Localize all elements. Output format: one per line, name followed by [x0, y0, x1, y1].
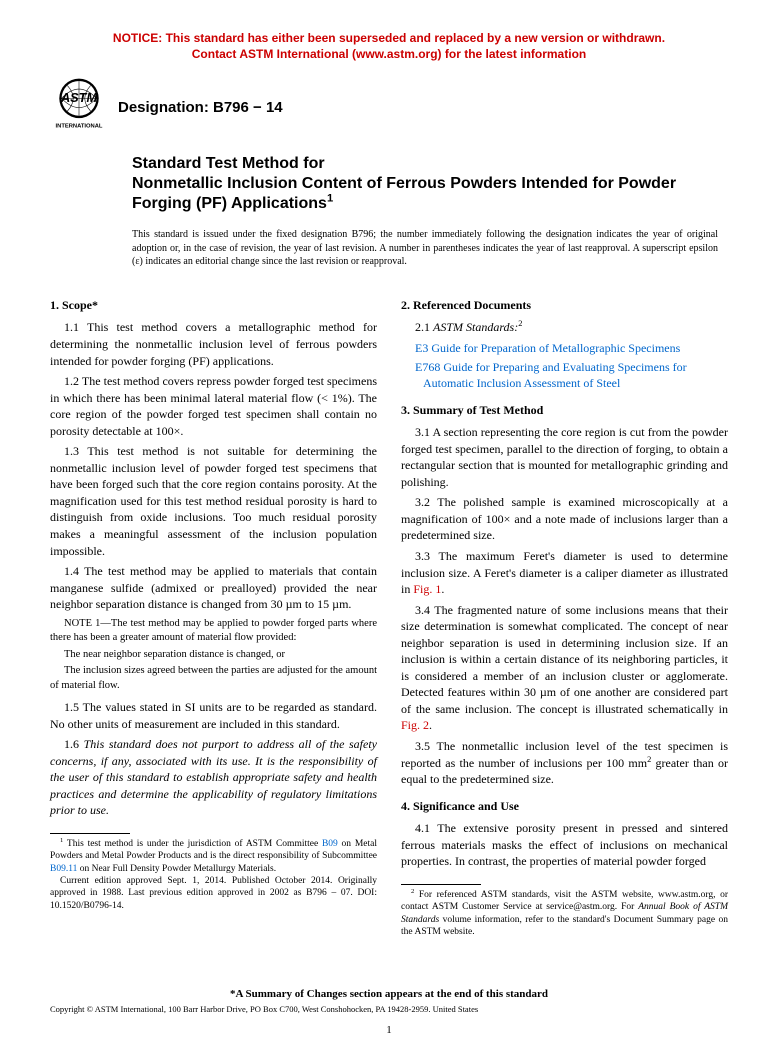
title-main-text: Nonmetallic Inclusion Content of Ferrous…	[132, 175, 676, 212]
page-number: 1	[50, 1024, 728, 1036]
supersession-notice: NOTICE: This standard has either been su…	[50, 30, 728, 62]
footnote-2: 2 For referenced ASTM standards, visit t…	[401, 889, 728, 938]
para-1-6: 1.6 This standard does not purport to ad…	[50, 736, 377, 819]
para-1-1: 1.1 This test method covers a metallogra…	[50, 319, 377, 369]
fn1-link-b0911[interactable]: B09.11	[50, 864, 77, 874]
section-1-heading: 1. Scope*	[50, 297, 377, 314]
two-column-layout: 1. Scope* 1.1 This test method covers a …	[50, 291, 728, 938]
note-1-b: The inclusion sizes agreed between the p…	[50, 664, 377, 693]
ref-e3-link[interactable]: E3	[415, 341, 428, 355]
fn1-link-b09[interactable]: B09	[322, 839, 338, 849]
ref-e768-link[interactable]: E768	[415, 360, 440, 374]
astm-logo: ASTM INTERNATIONAL	[50, 74, 108, 132]
fig2-link[interactable]: Fig. 2	[401, 718, 429, 732]
fig1-link[interactable]: Fig. 1	[413, 582, 441, 596]
para-3-5: 3.5 The nonmetallic inclusion level of t…	[401, 738, 728, 788]
designation-label: Designation: B796 − 14	[118, 99, 283, 116]
summary-of-changes-note: *A Summary of Changes section appears at…	[50, 988, 728, 1000]
para-1-5: 1.5 The values stated in SI units are to…	[50, 699, 377, 732]
para-2-1: 2.1 ASTM Standards:2	[401, 319, 728, 336]
notice-line1: NOTICE: This standard has either been su…	[113, 31, 665, 45]
ref-e768: E768 Guide for Preparing and Evaluating …	[423, 359, 728, 392]
issuance-note: This standard is issued under the fixed …	[132, 228, 728, 269]
fn1-c: on Near Full Density Powder Metallurgy M…	[77, 864, 276, 874]
section-3-heading: 3. Summary of Test Method	[401, 402, 728, 419]
para-3-3: 3.3 The maximum Feret's diameter is used…	[401, 548, 728, 598]
p2-1-sup: 2	[518, 319, 522, 328]
p2-1-text: ASTM Standards:	[433, 320, 518, 334]
footnote-1: 1 This test method is under the jurisdic…	[50, 838, 377, 875]
footnote-rule-left	[50, 833, 130, 834]
fn1-a: This test method is under the jurisdicti…	[63, 839, 322, 849]
para-1-6-text: This standard does not purport to addres…	[50, 737, 377, 817]
title-prefix: Standard Test Method for	[132, 154, 728, 174]
para-1-2: 1.2 The test method covers repress powde…	[50, 373, 377, 439]
p3-4-b: .	[429, 718, 432, 732]
para-3-4: 3.4 The fragmented nature of some inclus…	[401, 602, 728, 734]
header-row: ASTM INTERNATIONAL Designation: B796 − 1…	[50, 74, 728, 132]
title-footnote-ref: 1	[327, 193, 333, 205]
footnote-1-p2: Current edition approved Sept. 1, 2014. …	[50, 875, 377, 912]
para-1-3: 1.3 This test method is not suitable for…	[50, 443, 377, 559]
svg-text:INTERNATIONAL: INTERNATIONAL	[56, 124, 103, 130]
para-3-2: 3.2 The polished sample is examined micr…	[401, 494, 728, 544]
note-label: NOTE	[64, 618, 92, 629]
right-column: 2. Referenced Documents 2.1 ASTM Standar…	[401, 291, 728, 938]
page-container: NOTICE: This standard has either been su…	[0, 0, 778, 1056]
ref-e768-text[interactable]: Guide for Preparing and Evaluating Speci…	[423, 360, 687, 391]
note-1-text: 1—The test method may be applied to powd…	[50, 618, 377, 643]
svg-text:ASTM: ASTM	[60, 90, 98, 105]
p2-1-num: 2.1	[415, 320, 433, 334]
note-1-a: The near neighbor separation distance is…	[50, 648, 377, 662]
para-1-6-num: 1.6	[64, 737, 84, 751]
para-1-4: 1.4 The test method may be applied to ma…	[50, 563, 377, 613]
copyright-line: Copyright © ASTM International, 100 Barr…	[50, 1004, 728, 1014]
p3-4-a: 3.4 The fragmented nature of some inclus…	[401, 603, 728, 716]
footnote-rule-right	[401, 884, 481, 885]
left-column: 1. Scope* 1.1 This test method covers a …	[50, 291, 377, 938]
fn2-c: volume information, refer to the standar…	[401, 915, 728, 937]
section-4-heading: 4. Significance and Use	[401, 798, 728, 815]
notice-line2: Contact ASTM International (www.astm.org…	[192, 47, 586, 61]
section-2-heading: 2. Referenced Documents	[401, 297, 728, 314]
p3-3-a: 3.3 The maximum Feret's diameter is used…	[401, 549, 728, 596]
ref-e3-text[interactable]: Guide for Preparation of Metallographic …	[428, 341, 680, 355]
para-3-1: 3.1 A section representing the core regi…	[401, 424, 728, 490]
note-1: NOTE 1—The test method may be applied to…	[50, 617, 377, 646]
ref-e3: E3 Guide for Preparation of Metallograph…	[423, 340, 728, 357]
para-4-1: 4.1 The extensive porosity present in pr…	[401, 820, 728, 870]
title-main: Nonmetallic Inclusion Content of Ferrous…	[132, 174, 728, 214]
p3-3-b: .	[441, 582, 444, 596]
title-block: Standard Test Method for Nonmetallic Inc…	[132, 154, 728, 214]
